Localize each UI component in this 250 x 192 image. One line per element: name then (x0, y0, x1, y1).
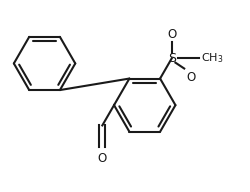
Text: S: S (168, 52, 176, 65)
Text: O: O (186, 71, 196, 84)
Text: O: O (98, 152, 107, 166)
Text: O: O (167, 28, 176, 41)
Text: CH$_3$: CH$_3$ (201, 51, 224, 65)
